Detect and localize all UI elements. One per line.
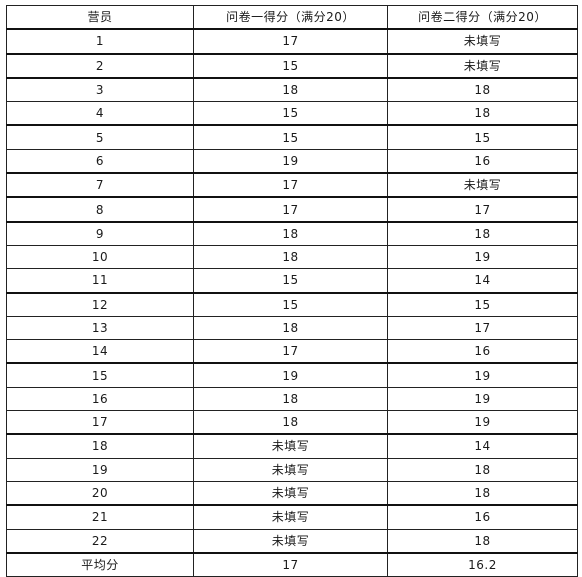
header-survey-two-score: 问卷二得分（满分20）	[387, 5, 578, 30]
camper-cell: 20	[6, 480, 194, 506]
survey-one-cell: 17	[193, 196, 388, 223]
header-survey-one-score: 问卷一得分（满分20）	[193, 5, 388, 30]
average-label-cell: 平均分	[6, 551, 194, 577]
survey-one-cell: 未填写	[193, 457, 388, 482]
average-row: 平均分 17 16.2	[6, 551, 578, 577]
survey-one-cell: 15	[193, 268, 388, 294]
table-row: 8 17 17	[6, 196, 578, 223]
camper-cell: 19	[6, 457, 194, 482]
survey-one-cell: 15	[193, 101, 388, 126]
survey-two-cell: 19	[387, 362, 578, 388]
survey-one-cell: 17	[193, 172, 388, 198]
camper-cell: 13	[6, 315, 194, 341]
survey-two-cell: 18	[387, 220, 578, 246]
survey-two-cell: 未填写	[387, 172, 578, 198]
survey-two-cell: 18	[387, 76, 578, 103]
table-row: 17 18 19	[6, 410, 578, 435]
survey-two-cell: 18	[387, 480, 578, 506]
survey-two-cell: 16	[387, 148, 578, 174]
survey-one-cell: 未填写	[193, 528, 388, 554]
survey-one-cell: 未填写	[193, 504, 388, 530]
survey-one-cell: 18	[193, 315, 388, 341]
table-row: 2 15 未填写	[6, 52, 578, 79]
survey-two-cell: 未填写	[387, 28, 578, 55]
survey-two-cell: 17	[387, 196, 578, 223]
camper-cell: 12	[6, 291, 194, 317]
table-row: 5 15 15	[6, 124, 578, 150]
survey-two-cell: 15	[387, 124, 578, 150]
table-row: 13 18 17	[6, 315, 578, 341]
survey-two-cell: 18	[387, 528, 578, 554]
survey-one-cell: 17	[193, 339, 388, 364]
average-survey-one-cell: 17	[193, 551, 388, 577]
score-table: 营员 问卷一得分（满分20） 问卷二得分（满分20） 1 17 未填写 2 15…	[6, 5, 578, 577]
camper-cell: 11	[6, 268, 194, 294]
table-row: 21 未填写 16	[6, 504, 578, 530]
table-row: 16 18 19	[6, 386, 578, 412]
camper-cell: 22	[6, 528, 194, 554]
camper-cell: 10	[6, 244, 194, 270]
survey-two-cell: 16	[387, 339, 578, 364]
table-row: 14 17 16	[6, 339, 578, 364]
survey-two-cell: 15	[387, 291, 578, 317]
table-row: 6 19 16	[6, 148, 578, 174]
survey-two-cell: 19	[387, 244, 578, 270]
camper-cell: 16	[6, 386, 194, 412]
survey-one-cell: 未填写	[193, 433, 388, 459]
survey-two-cell: 16	[387, 504, 578, 530]
score-table-container: 营员 问卷一得分（满分20） 问卷二得分（满分20） 1 17 未填写 2 15…	[6, 5, 578, 577]
survey-two-cell: 19	[387, 410, 578, 435]
camper-cell: 7	[6, 172, 194, 198]
survey-one-cell: 18	[193, 410, 388, 435]
camper-cell: 6	[6, 148, 194, 174]
survey-one-cell: 19	[193, 148, 388, 174]
table-row: 7 17 未填写	[6, 172, 578, 198]
camper-cell: 14	[6, 339, 194, 364]
survey-one-cell: 未填写	[193, 480, 388, 506]
survey-two-cell: 19	[387, 386, 578, 412]
survey-one-cell: 15	[193, 124, 388, 150]
survey-two-cell: 未填写	[387, 52, 578, 79]
camper-cell: 4	[6, 101, 194, 126]
survey-one-cell: 18	[193, 220, 388, 246]
survey-one-cell: 15	[193, 52, 388, 79]
camper-cell: 9	[6, 220, 194, 246]
table-row: 18 未填写 14	[6, 433, 578, 459]
camper-cell: 3	[6, 76, 194, 103]
average-survey-two-cell: 16.2	[387, 551, 578, 577]
survey-two-cell: 18	[387, 101, 578, 126]
table-row: 9 18 18	[6, 220, 578, 246]
camper-cell: 15	[6, 362, 194, 388]
survey-one-cell: 17	[193, 28, 388, 55]
table-row: 22 未填写 18	[6, 528, 578, 554]
survey-one-cell: 18	[193, 386, 388, 412]
camper-cell: 2	[6, 52, 194, 79]
survey-two-cell: 14	[387, 268, 578, 294]
survey-one-cell: 18	[193, 244, 388, 270]
table-row: 3 18 18	[6, 76, 578, 103]
table-row: 10 18 19	[6, 244, 578, 270]
survey-one-cell: 19	[193, 362, 388, 388]
survey-one-cell: 18	[193, 76, 388, 103]
table-row: 15 19 19	[6, 362, 578, 388]
header-row: 营员 问卷一得分（满分20） 问卷二得分（满分20）	[6, 5, 578, 30]
survey-two-cell: 14	[387, 433, 578, 459]
table-row: 19 未填写 18	[6, 457, 578, 482]
table-row: 1 17 未填写	[6, 28, 578, 55]
camper-cell: 8	[6, 196, 194, 223]
survey-two-cell: 17	[387, 315, 578, 341]
camper-cell: 17	[6, 410, 194, 435]
table-row: 4 15 18	[6, 101, 578, 126]
table-row: 12 15 15	[6, 291, 578, 317]
header-camper: 营员	[6, 5, 194, 30]
survey-one-cell: 15	[193, 291, 388, 317]
camper-cell: 5	[6, 124, 194, 150]
table-row: 11 15 14	[6, 268, 578, 294]
survey-two-cell: 18	[387, 457, 578, 482]
table-row: 20 未填写 18	[6, 480, 578, 506]
camper-cell: 1	[6, 28, 194, 55]
camper-cell: 18	[6, 433, 194, 459]
camper-cell: 21	[6, 504, 194, 530]
